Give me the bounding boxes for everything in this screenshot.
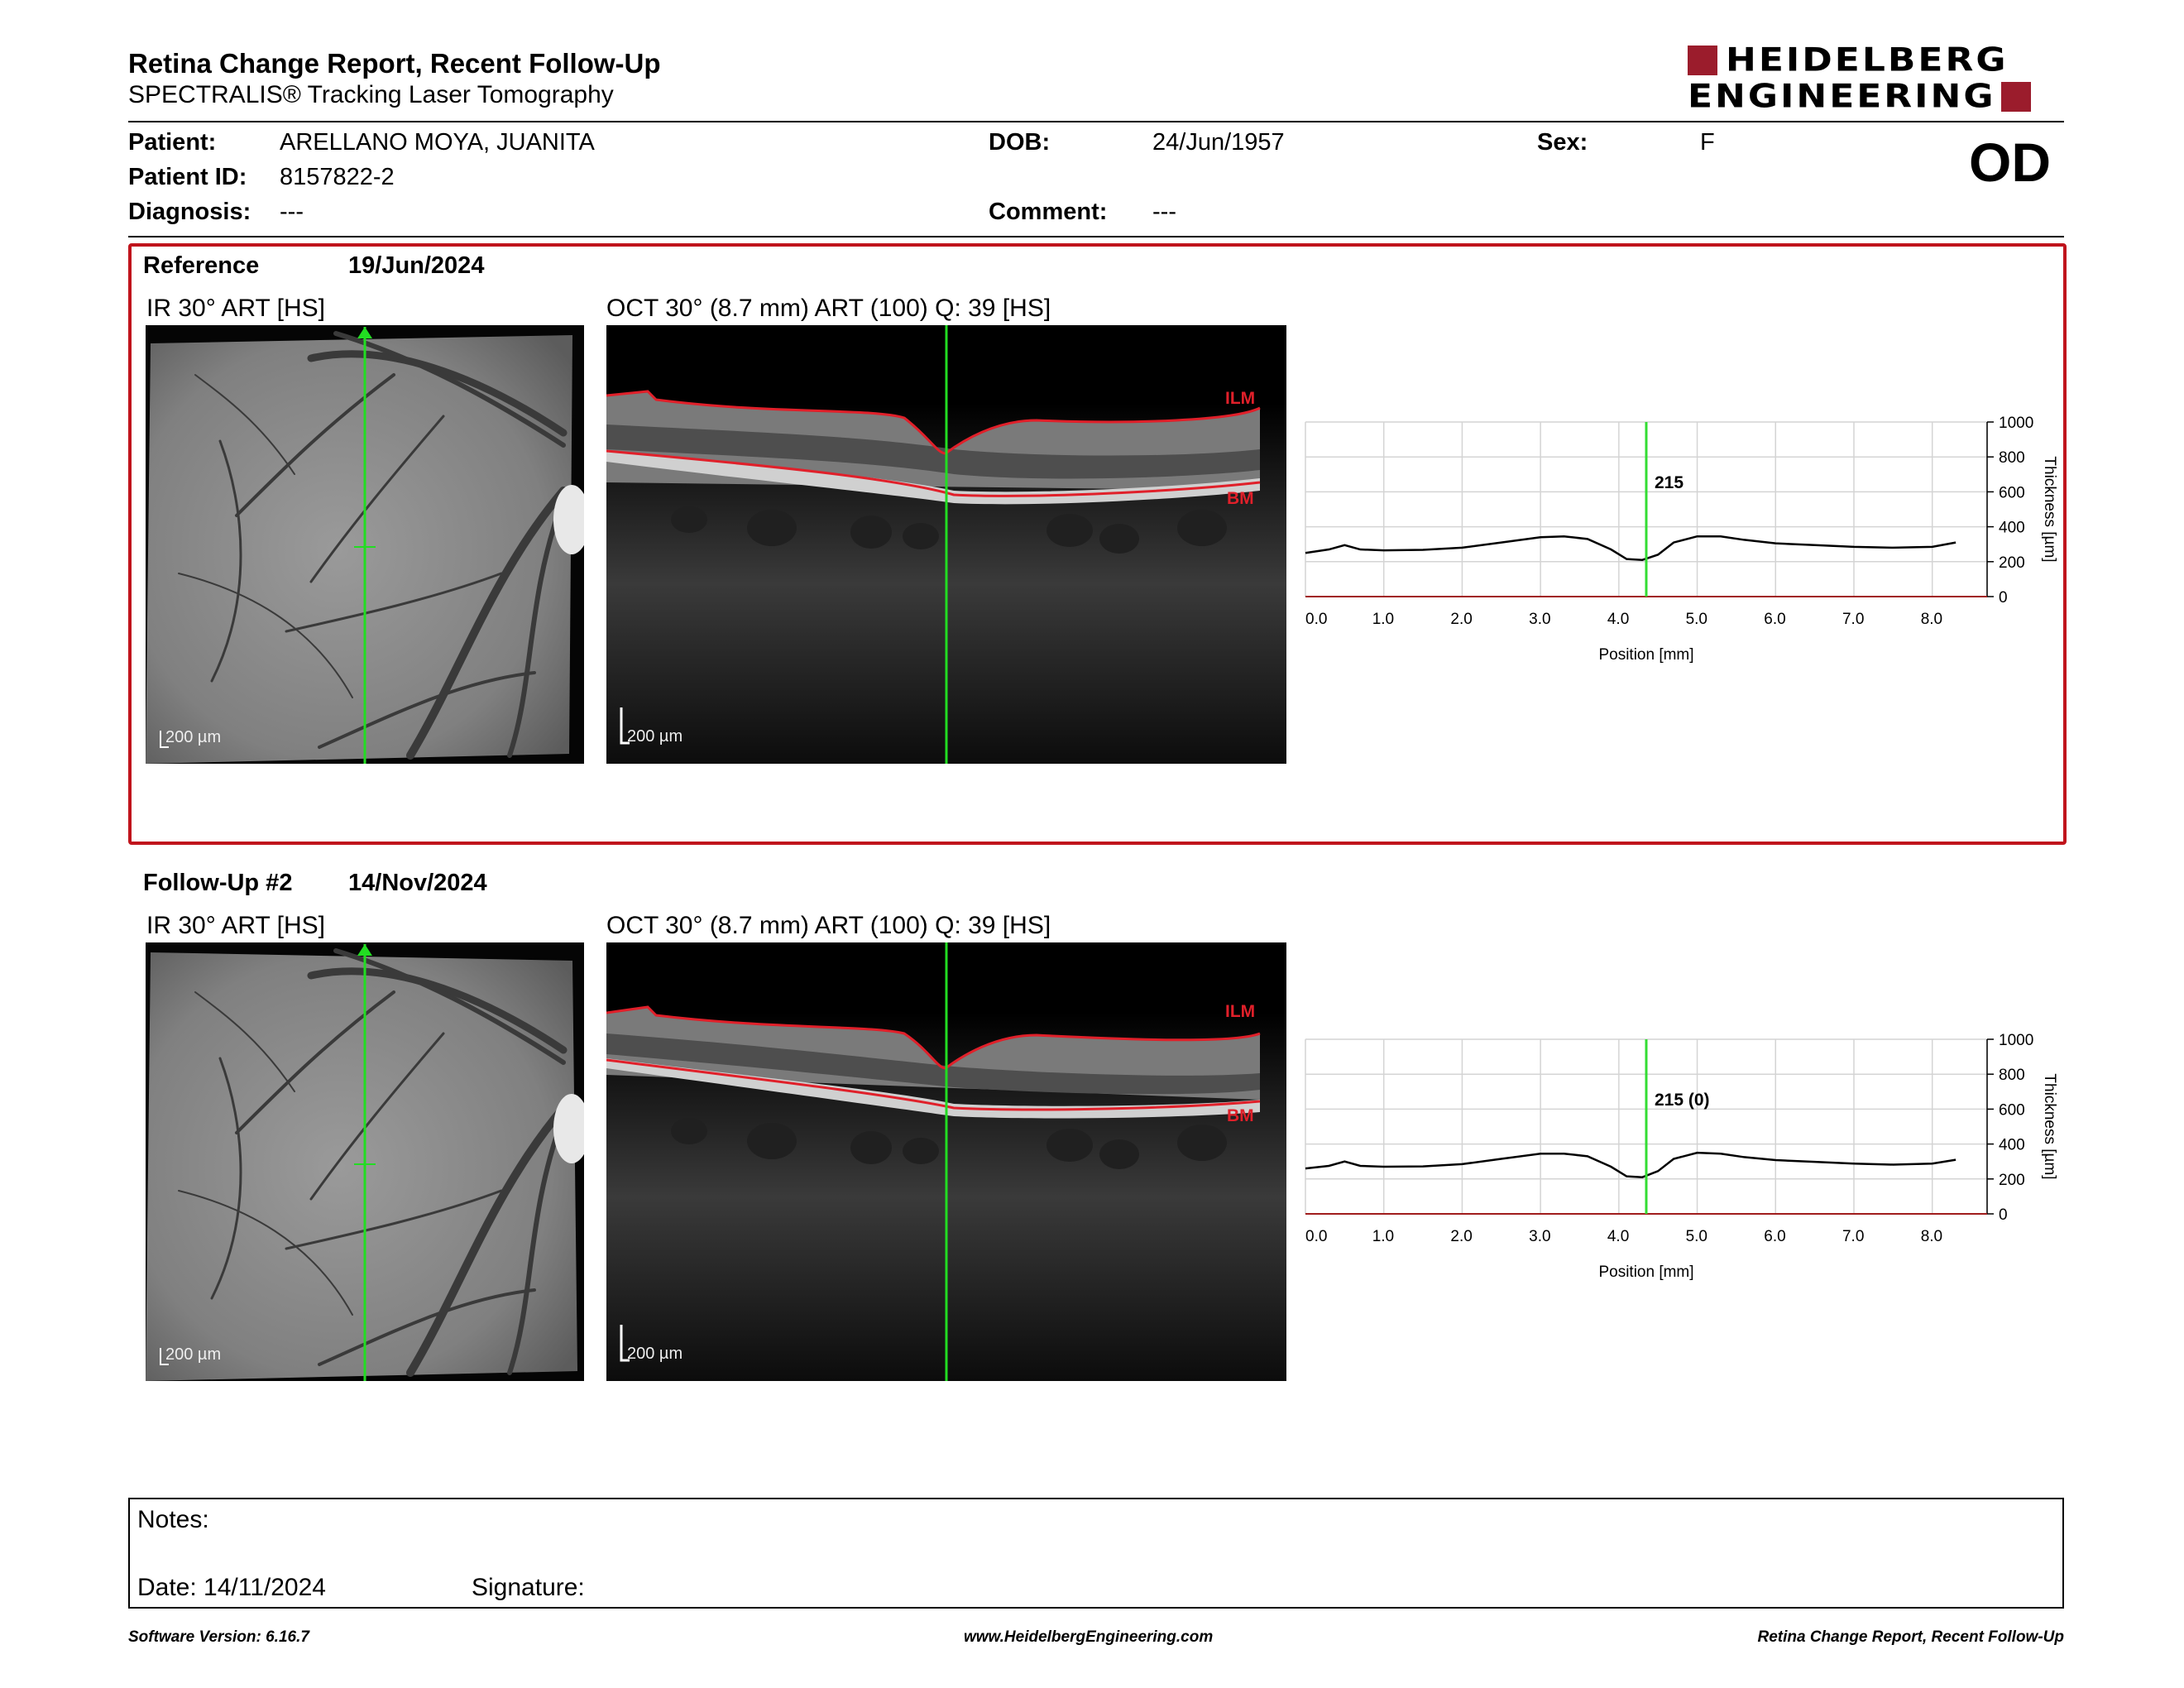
x-tick-label: 0.0 [1305,611,1327,628]
y-tick-label: 600 [1999,1101,2025,1119]
ir-fundus-image-followup[interactable]: 200 µm [146,942,584,1381]
thickness-chart-reference: 0 200 400 600 800 1000 0.0 1.0 2.0 3.0 4.0 5.0 6.0 7.… [1305,415,2058,664]
patient-id-label: Patient ID: [128,164,247,190]
logo-square-icon [1688,46,1717,75]
oct-caption-reference: OCT 30° (8.7 mm) ART (100) Q: 39 [HS] [606,295,1051,322]
ir-caption-reference: IR 30° ART [HS] [146,295,325,322]
exam-label-followup: Follow-Up #2 [143,870,293,896]
x-tick-label: 8.0 [1921,1228,1942,1245]
y-axis-label: Thickness [µm] [2041,456,2058,562]
footer-report-name: Retina Change Report, Recent Follow-Up [1757,1628,2064,1646]
patient-id: 8157822-2 [280,164,395,190]
logo-line-1: HEIDELBERG [1726,41,2009,79]
exam-date-reference: 19/Jun/2024 [348,252,485,279]
y-tick-label: 1000 [1999,1032,2033,1049]
x-tick-label: 6.0 [1764,1228,1785,1245]
signature-label: Signature: [472,1574,585,1601]
x-tick-label: 2.0 [1450,611,1472,628]
x-tick-label: 4.0 [1607,1228,1629,1245]
ilm-label-reference: ILM [1225,389,1256,408]
marker-value-label: 215 (0) [1655,1091,1710,1110]
thickness-series-line [1305,1151,1956,1178]
exam-date-followup: 14/Nov/2024 [348,870,487,896]
x-tick-label: 4.0 [1607,611,1629,628]
dob-label: DOB: [989,129,1051,156]
y-tick-label: 600 [1999,484,2025,501]
oct-scale-bar-followup: 200 µm [627,1345,683,1363]
ir-scale-bar-reference: 200 µm [165,728,222,746]
x-tick-label: 3.0 [1529,1228,1550,1245]
patient-divider [128,236,2064,237]
x-tick-label: 7.0 [1842,1228,1864,1245]
x-tick-label: 5.0 [1686,1228,1707,1245]
y-tick-label: 1000 [1999,415,2033,432]
x-axis-label: Position [mm] [1598,1264,1693,1281]
dob-value: 24/Jun/1957 [1152,129,1285,156]
bm-label-followup: BM [1227,1106,1254,1125]
x-tick-label: 5.0 [1686,611,1707,628]
x-tick-label: 3.0 [1529,611,1550,628]
footer-website[interactable]: www.HeidelbergEngineering.com [964,1628,1214,1646]
x-axis-label: Position [mm] [1598,646,1693,664]
header-divider [128,121,2064,122]
bm-label-reference: BM [1227,489,1254,508]
oct-scale-bar-reference: 200 µm [627,727,683,746]
patient-name: ARELLANO MOYA, JUANITA [280,129,595,156]
x-tick-label: 7.0 [1842,611,1864,628]
eye-label: OD [1969,132,2051,193]
diagnosis-value: --- [280,199,304,225]
thickness-series-line [1305,535,1956,561]
notes-date: Date: 14/11/2024 [137,1574,326,1601]
oct-bscan-image-followup[interactable]: ILM BM 200 µm [606,942,1286,1381]
reference-highlight-box [128,243,2067,845]
ir-fundus-image-reference[interactable]: 200 µm [146,325,584,764]
x-tick-label: 6.0 [1764,611,1785,628]
comment-value: --- [1152,199,1176,225]
y-tick-label: 400 [1999,1137,2025,1154]
patient-label: Patient: [128,129,217,156]
oct-bscan-image-reference[interactable]: ILM BM 200 µm [606,325,1286,764]
y-tick-label: 200 [1999,554,2025,572]
ir-scale-bar-followup: 200 µm [165,1345,222,1364]
ilm-label-followup: ILM [1225,1002,1256,1021]
thickness-chart-followup: 0 200 400 600 800 1000 0.0 1.0 2.0 3.0 4.0 5.0 6.0 7.… [1305,1032,2058,1281]
report-title: Retina Change Report, Recent Follow-Up [128,48,661,79]
x-tick-label: 0.0 [1305,1228,1327,1245]
x-tick-label: 1.0 [1372,611,1394,628]
logo-line-2: ENGINEERING [1688,77,1996,116]
ir-caption-followup: IR 30° ART [HS] [146,912,325,939]
y-tick-label: 400 [1999,520,2025,537]
notes-box[interactable]: Notes: Date: 14/11/2024 Signature: [128,1498,2064,1609]
sex-value: F [1700,129,1715,156]
comment-label: Comment: [989,199,1108,225]
oct-caption-followup: OCT 30° (8.7 mm) ART (100) Q: 39 [HS] [606,912,1051,939]
x-tick-label: 1.0 [1372,1228,1394,1245]
y-tick-label: 0 [1999,1206,2008,1224]
y-axis-label: Thickness [µm] [2041,1073,2058,1179]
heidelberg-logo: HEIDELBERG ENGINEERING [1688,43,2064,114]
y-tick-label: 800 [1999,449,2025,467]
y-tick-label: 0 [1999,589,2008,607]
exam-label-reference: Reference [143,252,260,279]
x-tick-label: 8.0 [1921,611,1942,628]
sex-label: Sex: [1537,129,1588,156]
report-subtitle: SPECTRALIS® Tracking Laser Tomography [128,81,614,108]
footer-software-version: Software Version: 6.16.7 [128,1628,309,1646]
y-tick-label: 200 [1999,1172,2025,1189]
diagnosis-label: Diagnosis: [128,199,251,225]
notes-label: Notes: [137,1506,209,1533]
x-tick-label: 2.0 [1450,1228,1472,1245]
marker-value-label: 215 [1655,473,1684,492]
logo-square-icon-2 [2000,82,2031,112]
y-tick-label: 800 [1999,1067,2025,1084]
